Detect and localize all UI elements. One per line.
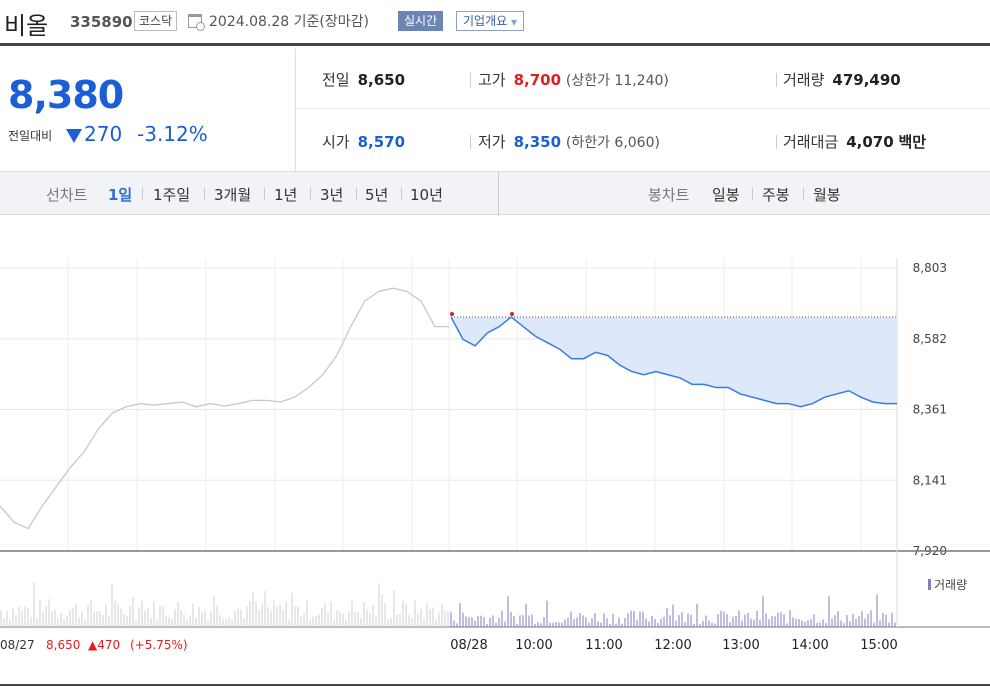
divider bbox=[356, 187, 357, 200]
stat-low: 저가 8,350 (하한가 6,060) bbox=[478, 131, 660, 152]
stat-sub: (하한가 6,060) bbox=[565, 135, 660, 151]
company-info-dropdown[interactable]: 기업개요 ▼ bbox=[456, 11, 525, 31]
stat-value: 8,700 bbox=[513, 71, 562, 89]
y-tick-label: 8,803 bbox=[913, 261, 947, 275]
prev-day-change-pct: (+5.75%) bbox=[130, 638, 188, 652]
realtime-button[interactable]: 실시간 bbox=[398, 11, 444, 31]
divider bbox=[401, 187, 402, 200]
divider bbox=[470, 73, 471, 87]
stat-amount: 거래대금 4,070 백만 bbox=[783, 131, 926, 152]
stat-label: 시가 bbox=[322, 133, 350, 151]
y-tick-label: 8,582 bbox=[913, 332, 947, 346]
prev-day-change: ▲470 bbox=[88, 638, 120, 652]
lower-limit-label: 하한가 bbox=[571, 135, 610, 151]
upper-limit-label: 상한가 bbox=[571, 73, 610, 89]
x-tick-label: 12:00 bbox=[654, 638, 691, 653]
chart-period-bar: 선차트 1일 1주일 3개월 1년 3년 5년 10년 봉차트 일봉 주봉 월봉 bbox=[0, 171, 990, 216]
price-area-fill bbox=[451, 317, 897, 407]
divider bbox=[264, 187, 265, 200]
x-tick-label: 08/28 bbox=[450, 638, 487, 653]
x-tick-label: 11:00 bbox=[585, 638, 622, 653]
divider bbox=[803, 187, 804, 200]
stat-label: 고가 bbox=[478, 71, 506, 89]
candle-daily[interactable]: 일봉 bbox=[712, 186, 740, 204]
y-tick-label: 8,141 bbox=[913, 473, 947, 487]
x-tick-label: 14:00 bbox=[791, 638, 828, 653]
period-3y[interactable]: 3년 bbox=[320, 186, 344, 204]
x-tick-label: 15:00 bbox=[860, 638, 897, 653]
current-price-panel: 8,380 전일대비 270 -3.12% bbox=[0, 49, 296, 171]
divider bbox=[498, 172, 499, 216]
divider bbox=[204, 187, 205, 200]
high-marker bbox=[510, 312, 514, 317]
lower-limit-value: 6,060 bbox=[614, 135, 655, 151]
stat-sub: (상한가 11,240) bbox=[565, 73, 669, 89]
stat-value: 479,490 bbox=[832, 71, 901, 89]
x-tick-label: 13:00 bbox=[722, 638, 759, 653]
change-label: 전일대비 bbox=[8, 129, 53, 143]
period-3m[interactable]: 3개월 bbox=[214, 186, 252, 204]
line-chart-label: 선차트 bbox=[46, 186, 88, 204]
stats-row-top bbox=[296, 49, 990, 109]
volume-legend-label: 거래량 bbox=[934, 578, 968, 592]
stock-code: 335890 bbox=[70, 13, 133, 31]
price-change-percent: -3.12% bbox=[137, 122, 208, 146]
y-tick-label: 8,361 bbox=[913, 403, 947, 417]
today-price-line bbox=[450, 316, 897, 408]
period-1y[interactable]: 1년 bbox=[274, 186, 298, 204]
intraday-chart[interactable]: 8,803 8,582 8,361 8,141 7,920 08/28 10:00 11:00… bbox=[0, 215, 990, 687]
stat-value: 8,650 bbox=[357, 71, 406, 89]
stat-label: 거래량 bbox=[783, 71, 825, 89]
stock-name: 비올 bbox=[4, 12, 49, 40]
volume-legend: 거래량 bbox=[928, 576, 967, 593]
divider bbox=[142, 187, 143, 200]
divider bbox=[776, 135, 777, 149]
high-marker bbox=[450, 312, 454, 317]
candle-chart-label: 봉차트 bbox=[648, 186, 690, 204]
calendar-clock-icon bbox=[188, 14, 205, 31]
stock-header: 비올 335890 코스닥 2024.08.28 기준(장마감) 실시간 기업개… bbox=[0, 0, 990, 46]
down-triangle-icon bbox=[66, 129, 82, 143]
period-10y[interactable]: 10년 bbox=[410, 186, 443, 204]
current-price: 8,380 bbox=[8, 73, 124, 117]
stat-open: 시가 8,570 bbox=[322, 131, 405, 152]
x-tick-label: 10:00 bbox=[515, 638, 552, 653]
prev-day-date: 08/27 bbox=[0, 638, 35, 652]
prev-day-close: 8,650 bbox=[46, 638, 80, 652]
volume-legend-swatch bbox=[928, 579, 931, 590]
chevron-down-icon: ▼ bbox=[511, 18, 518, 27]
stat-high: 고가 8,700 (상한가 11,240) bbox=[478, 69, 669, 90]
base-date: 2024.08.28 기준(장마감) bbox=[209, 14, 369, 30]
market-badge: 코스닥 bbox=[134, 11, 178, 31]
period-1w[interactable]: 1주일 bbox=[153, 186, 191, 204]
candle-weekly[interactable]: 주봉 bbox=[762, 186, 790, 204]
stat-value: 4,070 bbox=[846, 133, 894, 151]
divider bbox=[310, 187, 311, 200]
stat-value: 8,570 bbox=[357, 133, 406, 151]
price-change: 270 bbox=[84, 122, 123, 146]
prev-day-price-line bbox=[0, 287, 449, 530]
period-5y[interactable]: 5년 bbox=[365, 186, 389, 204]
stat-label: 저가 bbox=[478, 133, 506, 151]
divider bbox=[470, 135, 471, 149]
period-1d[interactable]: 1일 bbox=[108, 186, 133, 204]
candle-monthly[interactable]: 월봉 bbox=[813, 186, 841, 204]
stat-prev-close: 전일 8,650 bbox=[322, 69, 405, 90]
stat-label: 전일 bbox=[322, 71, 350, 89]
upper-limit-value: 11,240 bbox=[614, 73, 664, 89]
stat-value: 8,350 bbox=[513, 133, 562, 151]
stat-volume: 거래량 479,490 bbox=[783, 69, 901, 90]
divider bbox=[776, 73, 777, 87]
price-stats-panel: 전일 8,650 고가 8,700 (상한가 11,240) 거래량 479,490 … bbox=[296, 49, 990, 171]
company-info-label: 기업개요 bbox=[463, 14, 508, 28]
stat-label: 거래대금 bbox=[783, 133, 839, 151]
divider bbox=[752, 187, 753, 200]
stat-unit: 백만 bbox=[898, 133, 927, 151]
